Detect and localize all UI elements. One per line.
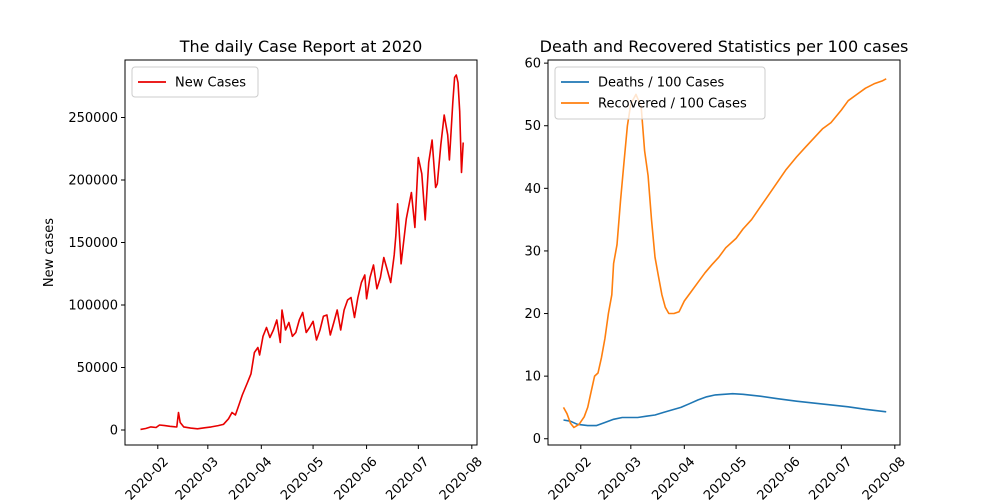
- y-tick-label: 20: [524, 307, 541, 322]
- legend-label: Recovered / 100 Cases: [598, 97, 747, 112]
- y-tick-label: 250000: [68, 111, 118, 126]
- axes-frame: [547, 59, 901, 446]
- y-tick-label: 150000: [68, 236, 118, 251]
- y-tick-label: 50: [524, 119, 541, 134]
- x-tick-label: 2020-02: [546, 454, 595, 500]
- x-tick-label: 2020-04: [649, 454, 698, 500]
- y-tick-label: 30: [524, 244, 541, 259]
- y-tick-label: 10: [524, 370, 541, 385]
- subplot-2: Death and Recovered Statistics per 100 c…: [524, 37, 908, 500]
- x-tick-label: 2020-06: [755, 454, 804, 500]
- legend-label: Deaths / 100 Cases: [598, 76, 724, 91]
- y-tick-label: 50000: [77, 361, 118, 376]
- y-tick-label: 60: [524, 57, 541, 72]
- chart-title: Death and Recovered Statistics per 100 c…: [540, 37, 909, 56]
- x-tick-label: 2020-07: [383, 454, 432, 500]
- legend: Deaths / 100 Cases Recovered / 100 Cases: [554, 66, 766, 120]
- y-tick-label: 200000: [68, 174, 118, 189]
- y-tick-label: 40: [524, 182, 541, 197]
- x-tick-label: 2020-05: [701, 454, 750, 500]
- legend-box: [131, 66, 259, 98]
- x-tick-label: 2020-03: [596, 454, 645, 500]
- y-axis-label: New cases: [42, 218, 57, 287]
- legend-label: New Cases: [175, 76, 246, 91]
- x-tick-label: 2020-02: [123, 454, 172, 500]
- series-line-1: [140, 74, 464, 431]
- series-line-1: [563, 392, 887, 427]
- x-tick-label: 2020-08: [437, 454, 486, 500]
- chart-title: The daily Case Report at 2020: [179, 37, 423, 56]
- series-line-2: [562, 78, 887, 429]
- y-tick-label: 100000: [68, 299, 118, 314]
- x-tick-label: 2020-06: [332, 454, 381, 500]
- legend: New Cases: [131, 66, 259, 98]
- legend-box: [554, 66, 766, 120]
- subplot-1: The daily Case Report at 2020 New cases 0 5…: [42, 37, 486, 500]
- axes-frame: [124, 59, 478, 446]
- x-tick-label: 2020-05: [278, 454, 327, 500]
- x-tick-label: 2020-08: [860, 454, 909, 500]
- x-tick-label: 2020-03: [173, 454, 222, 500]
- y-tick-label: 0: [110, 424, 118, 439]
- x-tick-label: 2020-04: [226, 454, 275, 500]
- x-tick-label: 2020-07: [806, 454, 855, 500]
- y-tick-label: 0: [533, 432, 541, 447]
